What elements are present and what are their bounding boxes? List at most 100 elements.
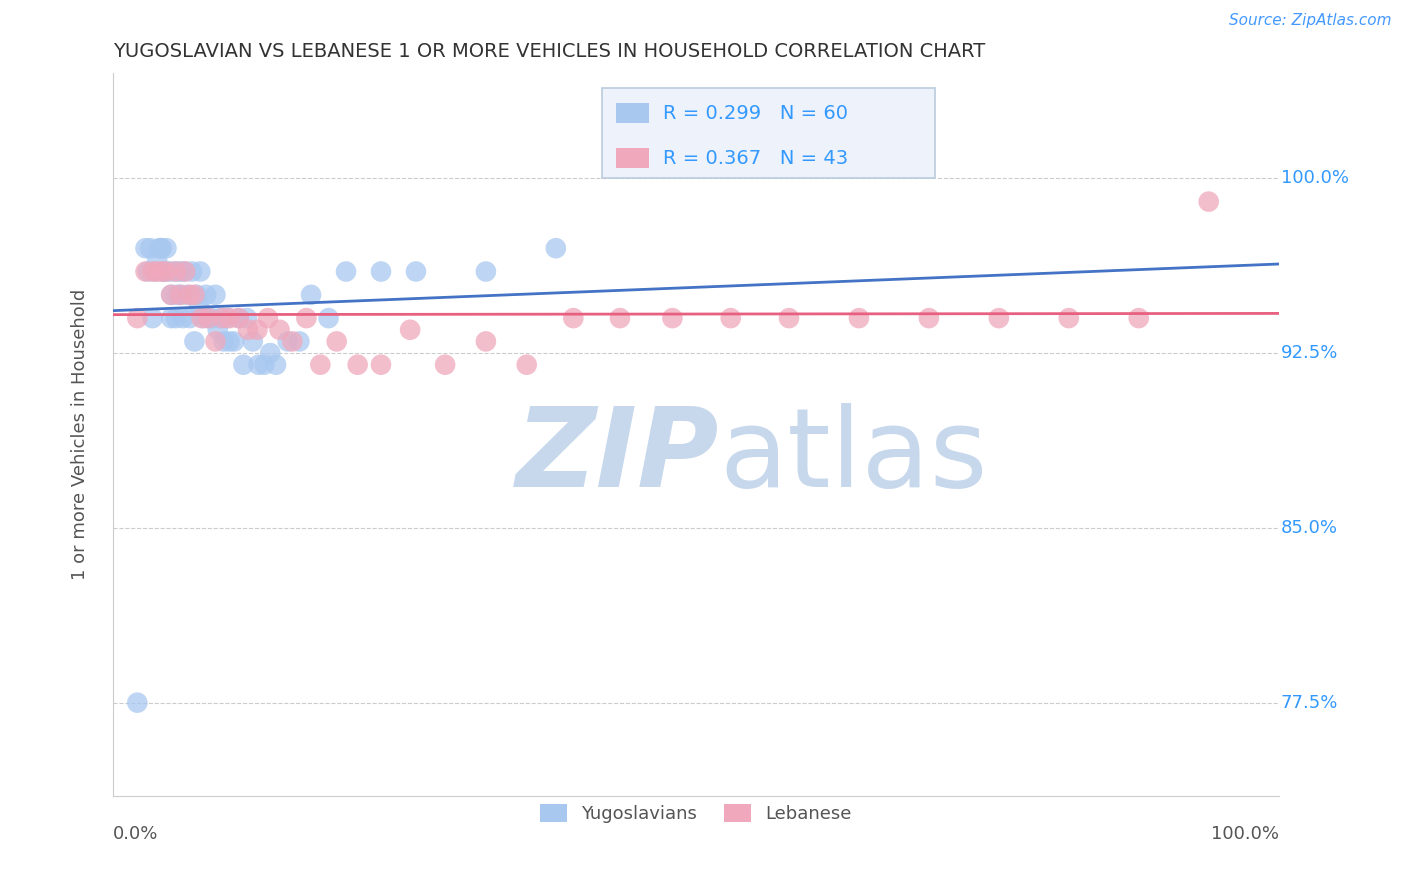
Point	[155, 264, 177, 278]
Point	[277, 334, 299, 349]
Point	[242, 334, 264, 349]
Point	[143, 264, 166, 278]
Point	[544, 241, 567, 255]
Legend: Yugoslavians, Lebanese: Yugoslavians, Lebanese	[533, 797, 859, 830]
Point	[127, 696, 149, 710]
Point	[160, 288, 183, 302]
Point	[399, 323, 422, 337]
Point	[141, 264, 163, 278]
Point	[150, 241, 173, 255]
Point	[165, 264, 187, 278]
Point	[309, 358, 332, 372]
Point	[281, 334, 304, 349]
Point	[207, 323, 229, 337]
Point	[346, 358, 368, 372]
Point	[179, 288, 201, 302]
Point	[405, 264, 427, 278]
Point	[236, 311, 259, 326]
Point	[848, 311, 870, 326]
Point	[172, 311, 194, 326]
Point	[232, 358, 254, 372]
Point	[195, 288, 218, 302]
Point	[157, 264, 180, 278]
Point	[188, 300, 211, 314]
Point	[190, 311, 212, 326]
Point	[183, 288, 205, 302]
Point	[370, 264, 392, 278]
Point	[720, 311, 742, 326]
FancyBboxPatch shape	[616, 148, 650, 169]
Point	[325, 334, 347, 349]
Point	[141, 311, 163, 326]
Point	[183, 334, 205, 349]
Point	[148, 241, 170, 255]
Text: 85.0%: 85.0%	[1281, 519, 1339, 537]
Point	[228, 311, 250, 326]
Point	[335, 264, 357, 278]
Point	[197, 311, 219, 326]
Point	[211, 311, 233, 326]
Text: Source: ZipAtlas.com: Source: ZipAtlas.com	[1229, 13, 1392, 29]
Text: 77.5%: 77.5%	[1281, 694, 1339, 712]
Point	[155, 241, 177, 255]
Point	[169, 288, 191, 302]
Point	[295, 311, 318, 326]
Point	[1198, 194, 1220, 209]
Point	[204, 334, 226, 349]
Point	[1128, 311, 1150, 326]
Text: 92.5%: 92.5%	[1281, 344, 1339, 362]
Point	[174, 264, 197, 278]
Point	[188, 264, 211, 278]
Point	[204, 288, 226, 302]
Text: YUGOSLAVIAN VS LEBANESE 1 OR MORE VEHICLES IN HOUSEHOLD CORRELATION CHART: YUGOSLAVIAN VS LEBANESE 1 OR MORE VEHICL…	[112, 42, 986, 61]
Point	[609, 311, 631, 326]
Point	[247, 358, 270, 372]
Point	[201, 311, 224, 326]
Point	[162, 264, 184, 278]
Point	[987, 311, 1010, 326]
Point	[134, 264, 156, 278]
Point	[236, 323, 259, 337]
Point	[146, 264, 169, 278]
Point	[155, 264, 177, 278]
Point	[778, 311, 800, 326]
Point	[134, 241, 156, 255]
Point	[166, 288, 188, 302]
Point	[212, 334, 235, 349]
Point	[259, 346, 281, 360]
Point	[169, 288, 191, 302]
Point	[370, 358, 392, 372]
Point	[127, 311, 149, 326]
Point	[253, 358, 276, 372]
Point	[186, 288, 208, 302]
Point	[179, 311, 201, 326]
Point	[288, 334, 311, 349]
Text: 100.0%: 100.0%	[1211, 825, 1278, 843]
Point	[197, 311, 219, 326]
FancyBboxPatch shape	[616, 103, 650, 123]
Point	[136, 264, 159, 278]
Point	[150, 264, 173, 278]
Point	[516, 358, 538, 372]
Text: R = 0.299   N = 60: R = 0.299 N = 60	[664, 103, 848, 123]
Point	[193, 311, 215, 326]
Text: atlas: atlas	[718, 403, 987, 510]
Text: ZIP: ZIP	[516, 403, 718, 510]
Point	[218, 334, 240, 349]
Text: 100.0%: 100.0%	[1281, 169, 1348, 187]
Point	[562, 311, 585, 326]
Point	[160, 288, 183, 302]
Point	[434, 358, 457, 372]
Point	[475, 334, 498, 349]
Point	[139, 241, 162, 255]
Point	[257, 311, 280, 326]
Point	[209, 311, 232, 326]
Point	[222, 334, 245, 349]
Point	[149, 241, 172, 255]
Point	[170, 264, 193, 278]
Text: 0.0%: 0.0%	[112, 825, 159, 843]
Point	[475, 264, 498, 278]
Point	[146, 252, 169, 267]
Point	[218, 311, 240, 326]
Point	[299, 288, 322, 302]
